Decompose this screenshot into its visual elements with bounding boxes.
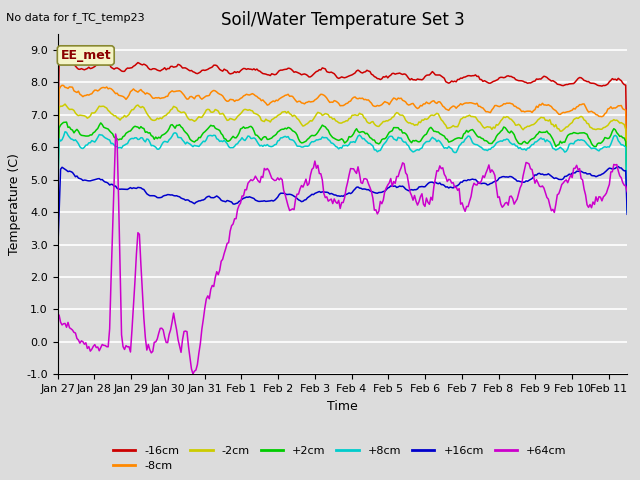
- Text: No data for f_TC_temp23: No data for f_TC_temp23: [6, 12, 145, 23]
- Y-axis label: Temperature (C): Temperature (C): [8, 153, 20, 255]
- X-axis label: Time: Time: [327, 400, 358, 413]
- Text: EE_met: EE_met: [60, 49, 111, 62]
- Title: Soil/Water Temperature Set 3: Soil/Water Temperature Set 3: [221, 11, 464, 29]
- Legend: -16cm, -8cm, -2cm, +2cm, +8cm, +16cm, +64cm: -16cm, -8cm, -2cm, +2cm, +8cm, +16cm, +6…: [109, 441, 571, 476]
